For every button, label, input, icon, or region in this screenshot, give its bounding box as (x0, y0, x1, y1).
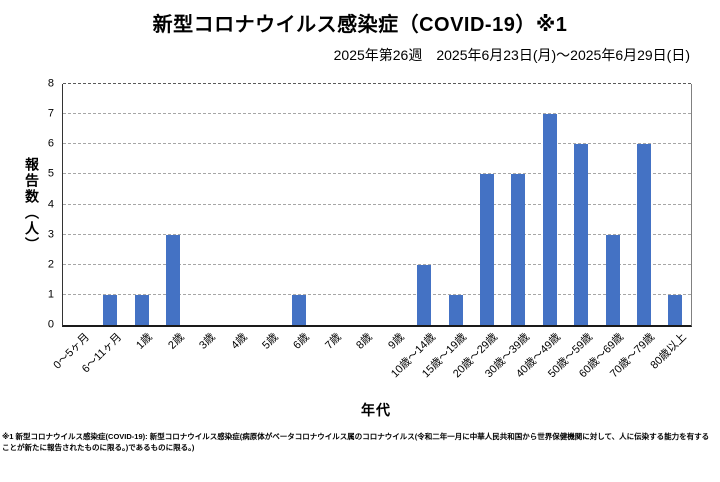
x-tick-label-text: 6歳 (291, 331, 313, 352)
bar-1歳 (134, 294, 149, 325)
y-tick-label-3: 3 (47, 228, 54, 241)
footnote: ※1 新型コロナウイルス感染症(COVID-19): 新型コロナウイルス感染症(… (2, 432, 710, 452)
gridline-y7 (63, 113, 691, 115)
bar-15歳～19歳 (448, 294, 463, 325)
x-tick-label-text: 1歳 (134, 331, 156, 352)
y-axis-title: 報告数（人） (22, 84, 42, 325)
y-axis-title-text: 報告数（人） (24, 156, 40, 253)
gridline-y6 (63, 143, 691, 145)
y-tick-label-4: 4 (47, 198, 54, 210)
y-tick-label-2: 2 (47, 258, 54, 271)
bar-6～11ヶ月 (103, 294, 118, 325)
x-tick-label-text: 5歳 (260, 331, 281, 352)
bar-60歳～69歳 (605, 234, 620, 325)
gridline-y8 (63, 83, 691, 84)
y-tick-label-8: 8 (47, 77, 54, 90)
bar-40歳～49歳 (542, 114, 557, 325)
x-tick-label-text: 9歳 (385, 331, 407, 352)
x-tick-label-text: 2歳 (165, 331, 187, 352)
y-tick-label-5: 5 (47, 167, 54, 180)
x-tick-label-text: 3歳 (197, 331, 218, 352)
bar-70歳～79歳 (636, 144, 651, 325)
chart-title: 新型コロナウイルス感染症（COVID-19）※1 (152, 14, 568, 36)
bar-30歳～39歳 (511, 174, 526, 325)
y-tick-label-0: 0 (47, 318, 54, 331)
x-axis-title: 年代 (361, 402, 391, 418)
x-tick-label-text: 4歳 (228, 331, 250, 352)
x-tick-label-text: 8歳 (354, 331, 375, 352)
chart-subtitle: 2025年第26週 2025年6月23日(月)～2025年6月29日(日) (333, 47, 690, 63)
gridline-y4 (63, 203, 691, 205)
y-tick-label-6: 6 (47, 137, 54, 150)
bar-20歳～29歳 (479, 174, 494, 325)
gridline-y1 (63, 293, 691, 295)
x-tick-label-text: 7歳 (322, 331, 344, 352)
y-axis-ticks: 0 1 2 3 4 5 6 7 8 (0, 78, 54, 330)
bar-80歳以上 (668, 294, 683, 325)
bar-10歳～14歳 (417, 264, 432, 325)
plot-area (62, 83, 692, 327)
x-axis-labels: 0～5ヶ月 6～11ヶ月 1歳 2歳 3歳 4歳 5歳 6歳 7歳 8歳 9歳 10歳～14歳 15歳～… (52, 329, 690, 397)
bar-50歳～59歳 (574, 144, 589, 325)
y-tick-label-1: 1 (47, 288, 54, 301)
gridline-y5 (63, 173, 691, 175)
bar-6歳 (291, 294, 306, 325)
y-tick-label-7: 7 (47, 107, 54, 120)
gridline-y3 (63, 233, 691, 235)
gridline-y2 (63, 263, 691, 265)
bar-2歳 (165, 234, 180, 325)
